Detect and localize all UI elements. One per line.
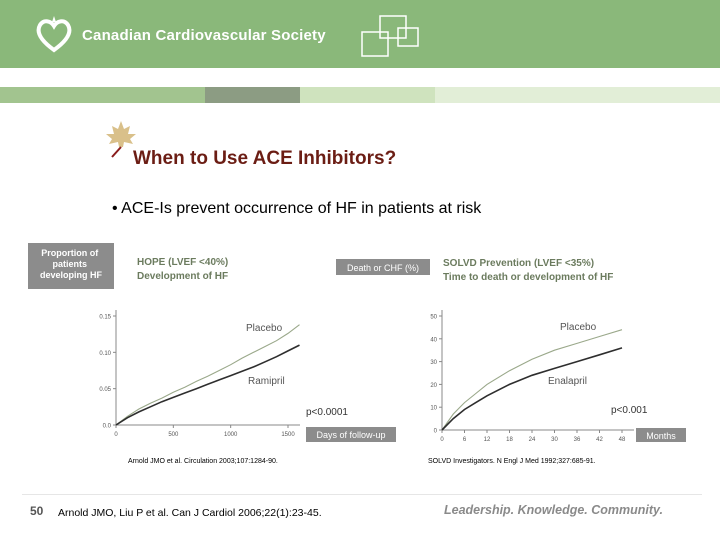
header-strip-1 — [0, 87, 205, 103]
org-name: Canadian Cardiovascular Society — [82, 27, 326, 44]
p-value-label: p<0.0001 — [306, 407, 348, 418]
slide-title: When to Use ACE Inhibitors? — [133, 148, 397, 169]
x-tick-label: 48 — [619, 437, 626, 443]
x-tick-label: 0 — [114, 432, 118, 438]
series-line-ramipril — [115, 344, 300, 426]
x-tick-label: 12 — [484, 437, 491, 443]
y-tick-label: 50 — [430, 315, 437, 321]
tagline: Leadership. Knowledge. Community. — [444, 503, 664, 517]
y-tick-label: 0 — [434, 429, 438, 435]
solvd-xlabel: Months — [646, 431, 676, 441]
x-tick-label: 30 — [551, 437, 558, 443]
page-number: 50 — [30, 504, 44, 518]
heart-leaf-logo-icon — [36, 16, 72, 53]
x-tick-label: 36 — [574, 437, 581, 443]
y-tick-label: 0.15 — [99, 315, 111, 321]
hope-xlabel: Days of follow-up — [316, 430, 385, 440]
y-tick-label: 0.10 — [99, 351, 111, 357]
footer-reference: Arnold JMO, Liu P et al. Can J Cardiol 2… — [58, 507, 322, 519]
series-label-placebo: Placebo — [560, 322, 597, 333]
y-tick-label: 40 — [430, 337, 437, 343]
y-tick-label: 0.05 — [99, 387, 111, 393]
y-tick-label: 20 — [430, 383, 437, 389]
hope-ylabel: Proportion of patients developing HF — [40, 248, 103, 280]
solvd-citation: SOLVD Investigators. N Engl J Med 1992;3… — [428, 458, 596, 465]
y-tick-label: 10 — [430, 406, 437, 412]
hope-title: HOPE (LVEF <40%) — [137, 257, 228, 268]
decorative-squares-icon — [361, 15, 419, 57]
footer-rule — [22, 494, 702, 495]
x-tick-label: 6 — [463, 437, 467, 443]
series-label-ramipril: Ramipril — [248, 376, 285, 387]
series-line-enalapril — [441, 347, 623, 431]
series-line-placebo — [441, 329, 623, 431]
solvd-title: SOLVD Prevention (LVEF <35%) — [443, 258, 594, 269]
header-strip-4 — [435, 87, 720, 103]
solvd-ylabel-box — [336, 259, 430, 275]
header-strip-3 — [300, 87, 435, 103]
hope-citation: Arnold JMO et al. Circulation 2003;107:1… — [128, 458, 278, 465]
y-tick-label: 30 — [430, 360, 437, 366]
hope-xlabel-box — [306, 427, 396, 442]
x-tick-label: 42 — [596, 437, 603, 443]
bullet-text: • ACE-Is prevent occurrence of HF in pat… — [112, 200, 482, 217]
p-value-label: p<0.001 — [611, 405, 648, 416]
y-tick-label: 0.0 — [103, 424, 112, 430]
x-tick-label: 1000 — [224, 432, 238, 438]
solvd-subtitle: Time to death or development of HF — [443, 272, 613, 283]
hope-subtitle: Development of HF — [137, 271, 228, 282]
header-strip-2 — [205, 87, 300, 103]
maple-leaf-icon — [106, 121, 136, 158]
solvd-xlabel-box — [636, 428, 686, 442]
x-tick-label: 24 — [529, 437, 536, 443]
x-tick-label: 0 — [440, 437, 444, 443]
x-tick-label: 18 — [506, 437, 513, 443]
series-label-enalapril: Enalapril — [548, 376, 587, 387]
x-tick-label: 1500 — [281, 432, 295, 438]
x-tick-label: 500 — [168, 432, 179, 438]
series-line-placebo — [115, 324, 300, 426]
header-banner — [0, 0, 720, 68]
series-label-placebo: Placebo — [246, 323, 283, 334]
solvd-ylabel: Death or CHF (%) — [347, 263, 419, 273]
hope-ylabel-box — [28, 243, 114, 289]
